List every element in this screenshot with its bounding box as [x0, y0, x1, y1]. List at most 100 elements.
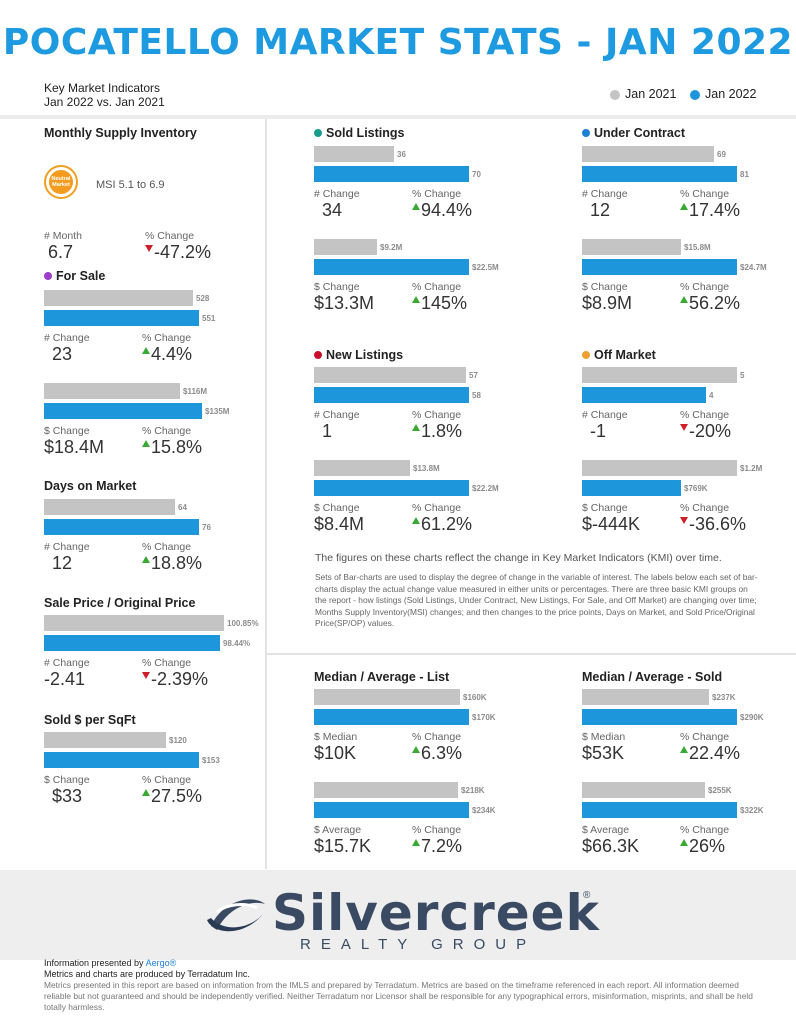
new-listings-count-value-b-text: 1.8%	[421, 421, 463, 441]
under-contract-count-label-a: # Change	[582, 188, 628, 200]
off-market-count-value-a: -1	[590, 421, 607, 441]
sold-volume-bar-prior	[314, 239, 377, 255]
for-sale-volume-value-b: 15.8%	[142, 437, 202, 458]
for-sale-title: For Sale	[44, 269, 105, 283]
under-contract-count-bar-current	[582, 166, 737, 182]
dom-bar-prior-label: 64	[178, 503, 187, 512]
arrow-up-icon	[142, 347, 150, 354]
new-listings-count-label-b: % Change	[412, 409, 462, 421]
kmi-header: Key Market Indicators Jan 2022 vs. Jan 2…	[0, 73, 796, 115]
sqft-label-b: % Change	[142, 774, 192, 786]
dom-label-a: # Change	[44, 541, 90, 553]
under-contract-volume-bar-current	[582, 259, 737, 275]
bullet-dot-icon	[582, 129, 590, 137]
new-listings-count-bar-current	[314, 387, 469, 403]
new-listings-volume-bar-prior	[314, 460, 410, 476]
arrow-down-icon	[680, 424, 688, 431]
under-contract-volume-value-b-text: 56.2%	[689, 293, 741, 313]
arrow-down-icon	[142, 672, 150, 679]
off-market-count-value-b-text: -20%	[689, 421, 732, 441]
spop-title: Sale Price / Original Price	[44, 596, 195, 610]
spop-bar-prior-label: 100.85%	[227, 619, 259, 628]
off-market-volume-bar-prior	[582, 460, 737, 476]
for-sale-volume-bar-current-label: $135M	[205, 407, 230, 416]
under-contract-count-bar-current-label: 81	[740, 170, 749, 179]
sold-median-label-b: % Change	[680, 731, 730, 743]
list-average-value-b-text: 7.2%	[421, 836, 463, 856]
sqft-title: Sold $ per SqFt	[44, 713, 136, 727]
off-market-volume-bar-prior-label: $1.2M	[740, 464, 763, 473]
list-median-label-a: $ Median	[314, 731, 358, 743]
column-divider	[265, 119, 267, 869]
dom-label-b: % Change	[142, 541, 192, 553]
sold-volume-value-b-text: 145%	[421, 293, 468, 313]
footer-presented-prefix: Information presented by	[44, 958, 146, 968]
off-market-title: Off Market	[582, 348, 656, 362]
under-contract-volume-label-a: $ Change	[582, 281, 628, 293]
sqft-bar-current	[44, 752, 199, 768]
msi-value-a: 6.7	[48, 242, 74, 262]
off-market-volume-label-a: $ Change	[582, 502, 628, 514]
new-listings-volume-value-a: $8.4M	[314, 514, 365, 534]
bullet-dot-icon	[44, 272, 52, 280]
spop-title-text: Sale Price / Original Price	[44, 596, 196, 610]
list-average-value-b: 7.2%	[412, 836, 462, 857]
new-listings-count-bar-prior	[314, 367, 466, 383]
list-average-value-a: $15.7K	[314, 836, 372, 856]
sold-median-bar-current-label: $290K	[740, 713, 764, 722]
off-market-count-label-a: # Change	[582, 409, 628, 421]
arrow-up-icon	[142, 789, 150, 796]
new-listings-count-label-a: # Change	[314, 409, 360, 421]
logo-brand: Silvercreek	[272, 884, 600, 942]
off-market-count-bar-prior	[582, 367, 737, 383]
msi-value-b-text: -47.2%	[154, 242, 212, 262]
sqft-bar-current-label: $153	[202, 756, 220, 765]
sold-count-bar-current-label: 70	[472, 170, 481, 179]
arrow-up-icon	[412, 203, 420, 210]
for-sale-count-bar-prior	[44, 290, 193, 306]
off-market-count-bar-current	[582, 387, 706, 403]
under-contract-count-value-a: 12	[590, 200, 611, 220]
off-market-title-text: Off Market	[594, 348, 656, 362]
sqft-value-a: $33	[52, 786, 83, 806]
kmi-compare: Jan 2022 vs. Jan 2021	[44, 95, 165, 109]
under-contract-volume-bar-current-label: $24.7M	[740, 263, 767, 272]
list-prices-title-text: Median / Average - List	[314, 670, 450, 684]
header-divider	[0, 115, 796, 119]
spop-bar-current	[44, 635, 220, 651]
list-median-value-a: $10K	[314, 743, 357, 763]
off-market-count-label-b: % Change	[680, 409, 730, 421]
sold-median-label-a: $ Median	[582, 731, 626, 743]
arrow-up-icon	[680, 746, 688, 753]
for-sale-volume-value-b-text: 15.8%	[151, 437, 203, 457]
sold-median-value-b-text: 22.4%	[689, 743, 741, 763]
legend-prior-swatch	[610, 89, 620, 100]
sold-average-label-b: % Change	[680, 824, 730, 836]
dom-bar-prior	[44, 499, 175, 515]
bullet-dot-icon	[314, 351, 322, 359]
new-listings-count-bar-current-label: 58	[472, 391, 481, 400]
list-average-label-a: $ Average	[314, 824, 362, 836]
spop-bar-prior	[44, 615, 224, 631]
arrow-up-icon	[142, 440, 150, 447]
sqft-title-text: Sold $ per SqFt	[44, 713, 136, 727]
for-sale-count-value-a: 23	[52, 344, 73, 364]
sold-volume-label-b: % Change	[412, 281, 462, 293]
arrow-up-icon	[412, 839, 420, 846]
section-divider	[267, 653, 796, 655]
new-listings-count-bar-prior-label: 57	[469, 371, 478, 380]
aergo-link[interactable]: Aergo®	[145, 958, 177, 968]
bullet-dot-icon	[314, 129, 322, 137]
off-market-volume-value-b: -36.6%	[680, 514, 746, 535]
new-listings-volume-bar-prior-label: $13.8M	[413, 464, 440, 473]
for-sale-count-value-b-text: 4.4%	[151, 344, 193, 364]
logo-band: Silvercreek ® REALTY GROUP	[0, 870, 796, 960]
kmi-title: Key Market Indicators	[44, 81, 161, 95]
spop-value-a: -2.41	[44, 669, 86, 689]
arrow-up-icon	[412, 746, 420, 753]
sold-volume-bar-current	[314, 259, 469, 275]
for-sale-volume-label-a: $ Change	[44, 425, 90, 437]
under-contract-count-value-b: 17.4%	[680, 200, 740, 221]
silvercreek-swoosh-icon	[207, 899, 265, 932]
new-listings-title: New Listings	[314, 348, 403, 362]
